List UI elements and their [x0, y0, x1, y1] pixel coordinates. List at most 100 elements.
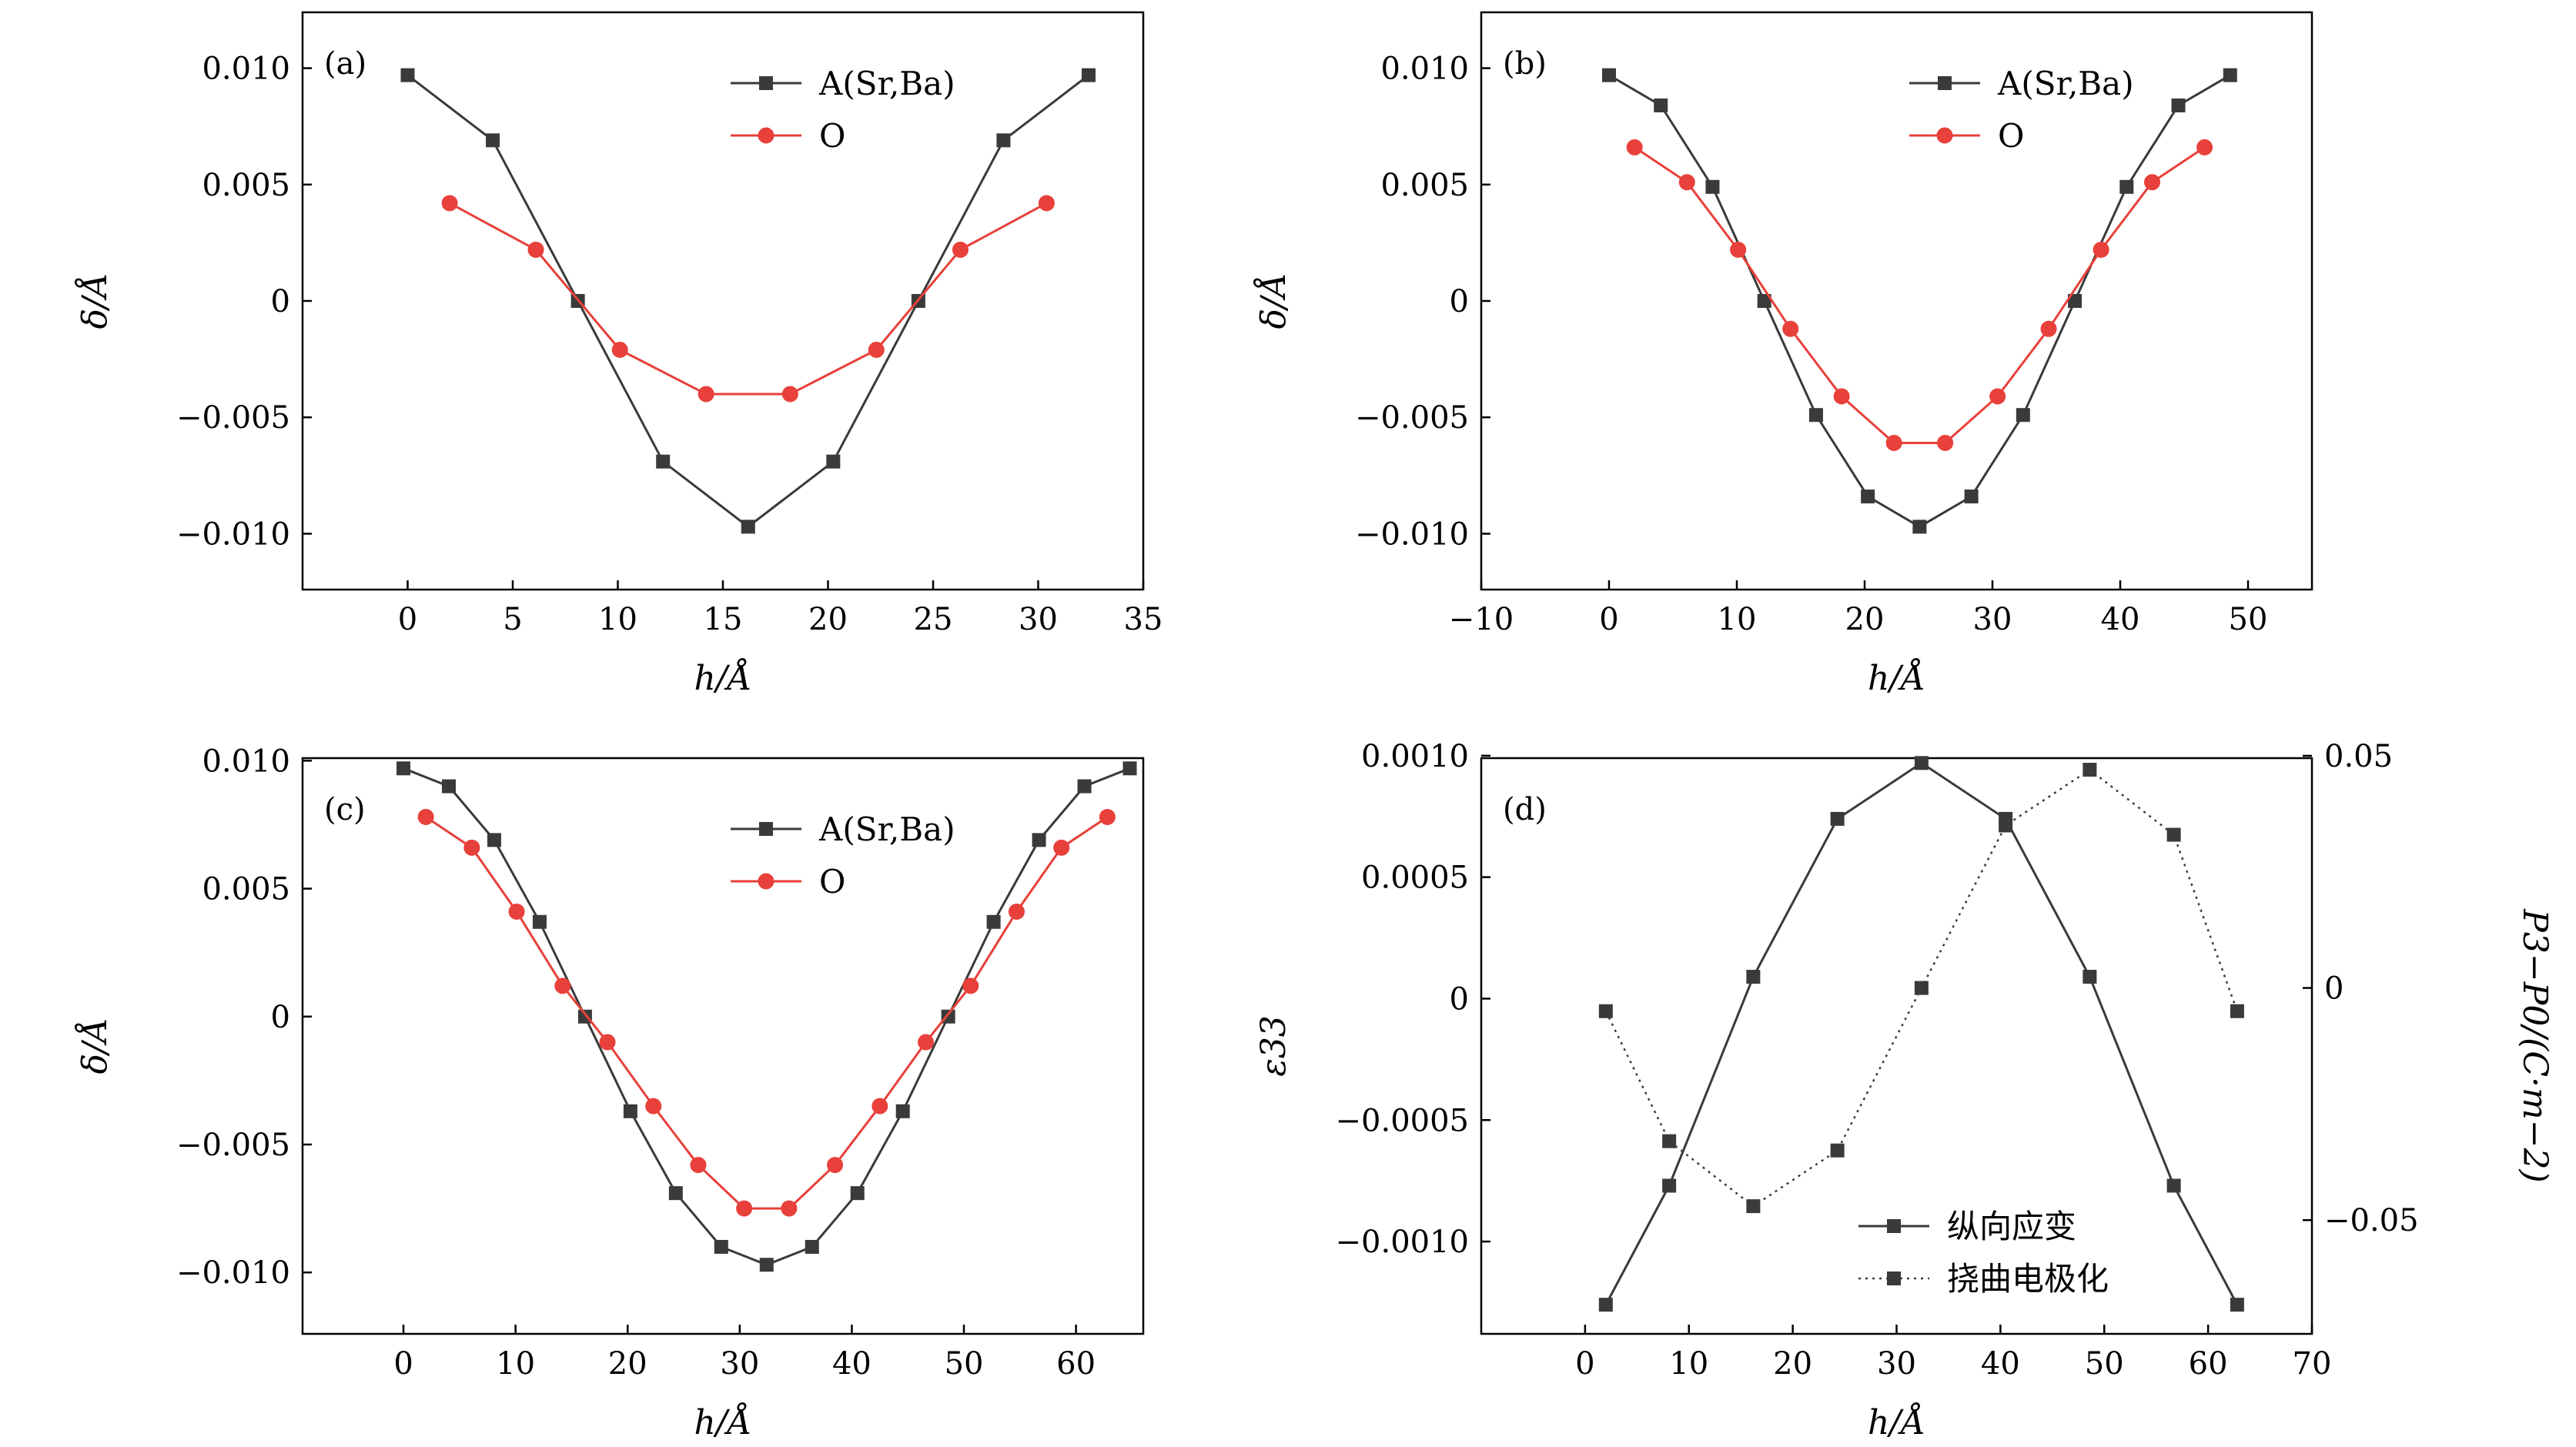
data-point-s1-8 — [781, 1200, 798, 1217]
x-axis-title: h/Å — [1868, 1402, 1925, 1442]
legend: A(Sr,Ba) O — [1909, 65, 2134, 155]
data-point-s0-0 — [1598, 1298, 1613, 1312]
x-tick-label: 0 — [398, 602, 417, 637]
panel-label: (c) — [324, 792, 366, 827]
legend: A(Sr,Ba) O — [731, 810, 955, 901]
data-point-s1-1 — [1662, 1134, 1677, 1148]
data-point-s0-2 — [1705, 179, 1720, 194]
y2-tick-label: −0.05 — [2324, 1203, 2419, 1238]
x-tick-label: 20 — [1845, 602, 1885, 637]
series-line-1 — [1634, 146, 2206, 444]
data-point-s1-4 — [599, 1034, 616, 1051]
plot-frame — [301, 757, 1145, 1335]
data-point-s1-4 — [781, 386, 798, 403]
data-point-s0-5 — [623, 1104, 637, 1118]
data-point-s0-0 — [400, 68, 415, 82]
data-point-s1-11 — [2196, 139, 2213, 155]
y-tick-label: −0.010 — [176, 516, 290, 552]
data-point-s1-6 — [1937, 434, 1954, 451]
data-point-s0-3 — [1830, 811, 1845, 826]
legend: A(Sr,Ba) O — [731, 65, 955, 155]
data-point-s0-8 — [1082, 68, 1096, 82]
data-point-s0-7 — [2166, 1178, 2181, 1193]
data-point-s1-3 — [698, 386, 714, 403]
data-point-s1-3 — [1782, 320, 1799, 337]
x-tick-label: 10 — [496, 1346, 535, 1382]
y-tick-label: 0 — [271, 1000, 290, 1035]
x-tick-label: 25 — [914, 602, 953, 637]
legend-marker-1 — [1887, 1272, 1901, 1285]
data-point-s1-0 — [1598, 1004, 1613, 1018]
data-point-s1-3 — [554, 977, 571, 994]
data-point-s0-12 — [2223, 68, 2237, 82]
data-point-s1-0 — [1626, 139, 1643, 155]
data-point-s1-2 — [1730, 241, 1747, 258]
x-tick-label: 20 — [608, 1346, 647, 1382]
y-tick-label: 0.005 — [1380, 168, 1469, 203]
data-point-s1-4 — [1914, 981, 1929, 995]
data-point-s0-7 — [1964, 490, 1979, 504]
x-tick-label: 30 — [1019, 602, 1058, 637]
data-point-s0-9 — [805, 1239, 819, 1254]
legend-label-0: A(Sr,Ba) — [818, 810, 955, 848]
data-point-s0-13 — [986, 914, 1001, 929]
y-tick-label: −0.005 — [1355, 400, 1469, 436]
data-point-s0-10 — [850, 1186, 865, 1201]
chart-panel-2: 0 10 20 30 40 50 60 −0.010 −0.005 0 0.005 0.010 h/Å δ… — [74, 744, 1145, 1442]
data-point-s0-2 — [1746, 970, 1761, 984]
legend-marker-1 — [758, 127, 774, 144]
y-axis-title: δ/Å — [74, 1018, 115, 1074]
data-point-s1-7 — [1989, 388, 2006, 405]
data-point-s0-11 — [895, 1104, 910, 1118]
y2-axis-title: P3−P0/(C·m−2) — [2515, 908, 2554, 1182]
data-point-s0-4 — [1914, 756, 1929, 770]
x-tick-label: 10 — [598, 602, 637, 637]
y-tick-label: 0 — [271, 284, 290, 319]
series-line-0 — [1604, 761, 2239, 1305]
data-point-s0-7 — [996, 133, 1011, 148]
legend-marker-0 — [759, 76, 773, 90]
data-point-s1-8 — [2230, 1004, 2244, 1018]
data-point-s0-8 — [2230, 1298, 2244, 1312]
data-point-s0-3 — [656, 454, 671, 469]
x-tick-label: 70 — [2293, 1346, 2332, 1382]
y2-tick-label: 0 — [2324, 971, 2343, 1007]
data-point-s1-5 — [868, 342, 885, 359]
x-tick-label: 10 — [1669, 1346, 1708, 1382]
legend-label-1: O — [819, 863, 845, 901]
x-tick-label: 40 — [2101, 602, 2140, 637]
series-line-0 — [406, 74, 1089, 529]
data-point-s1-8 — [2040, 320, 2057, 337]
chart-panel-1: −10 0 10 20 30 40 50 −0.010 −0.005 0 0.005 0.010 h/Å… — [1253, 11, 2313, 698]
y-axis-title: δ/Å — [1253, 272, 1293, 329]
data-point-s1-11 — [918, 1034, 935, 1051]
data-point-s1-6 — [2083, 763, 2097, 777]
x-tick-label: 40 — [1981, 1346, 2020, 1382]
data-point-s0-14 — [1032, 833, 1046, 847]
panel-label: (b) — [1503, 46, 1547, 82]
data-point-s1-5 — [1999, 818, 2013, 833]
x-tick-label: 5 — [503, 602, 522, 637]
data-point-s0-6 — [2083, 970, 2097, 984]
data-point-s1-9 — [827, 1157, 844, 1174]
data-point-s1-1 — [463, 839, 480, 856]
data-point-s0-4 — [741, 520, 755, 534]
legend-label-0: A(Sr,Ba) — [818, 65, 955, 102]
data-point-s0-4 — [1808, 408, 1823, 423]
data-point-s1-10 — [871, 1098, 888, 1114]
y-tick-label: −0.010 — [176, 1255, 290, 1291]
x-axis-title: h/Å — [1868, 657, 1925, 698]
data-point-s0-9 — [2068, 294, 2083, 308]
x-tick-label: 0 — [1575, 1346, 1594, 1382]
data-point-s1-1 — [1678, 174, 1695, 191]
x-tick-label: 0 — [1599, 602, 1618, 637]
panel-label: (a) — [324, 46, 366, 82]
data-point-s0-7 — [714, 1239, 728, 1254]
data-point-s1-10 — [2144, 174, 2160, 191]
x-tick-label: 50 — [2085, 1346, 2124, 1382]
y-axis-title: ε33 — [1254, 1015, 1293, 1077]
y-tick-label: 0.005 — [202, 168, 290, 203]
data-point-s0-0 — [396, 761, 411, 776]
data-point-s0-11 — [2171, 98, 2186, 112]
